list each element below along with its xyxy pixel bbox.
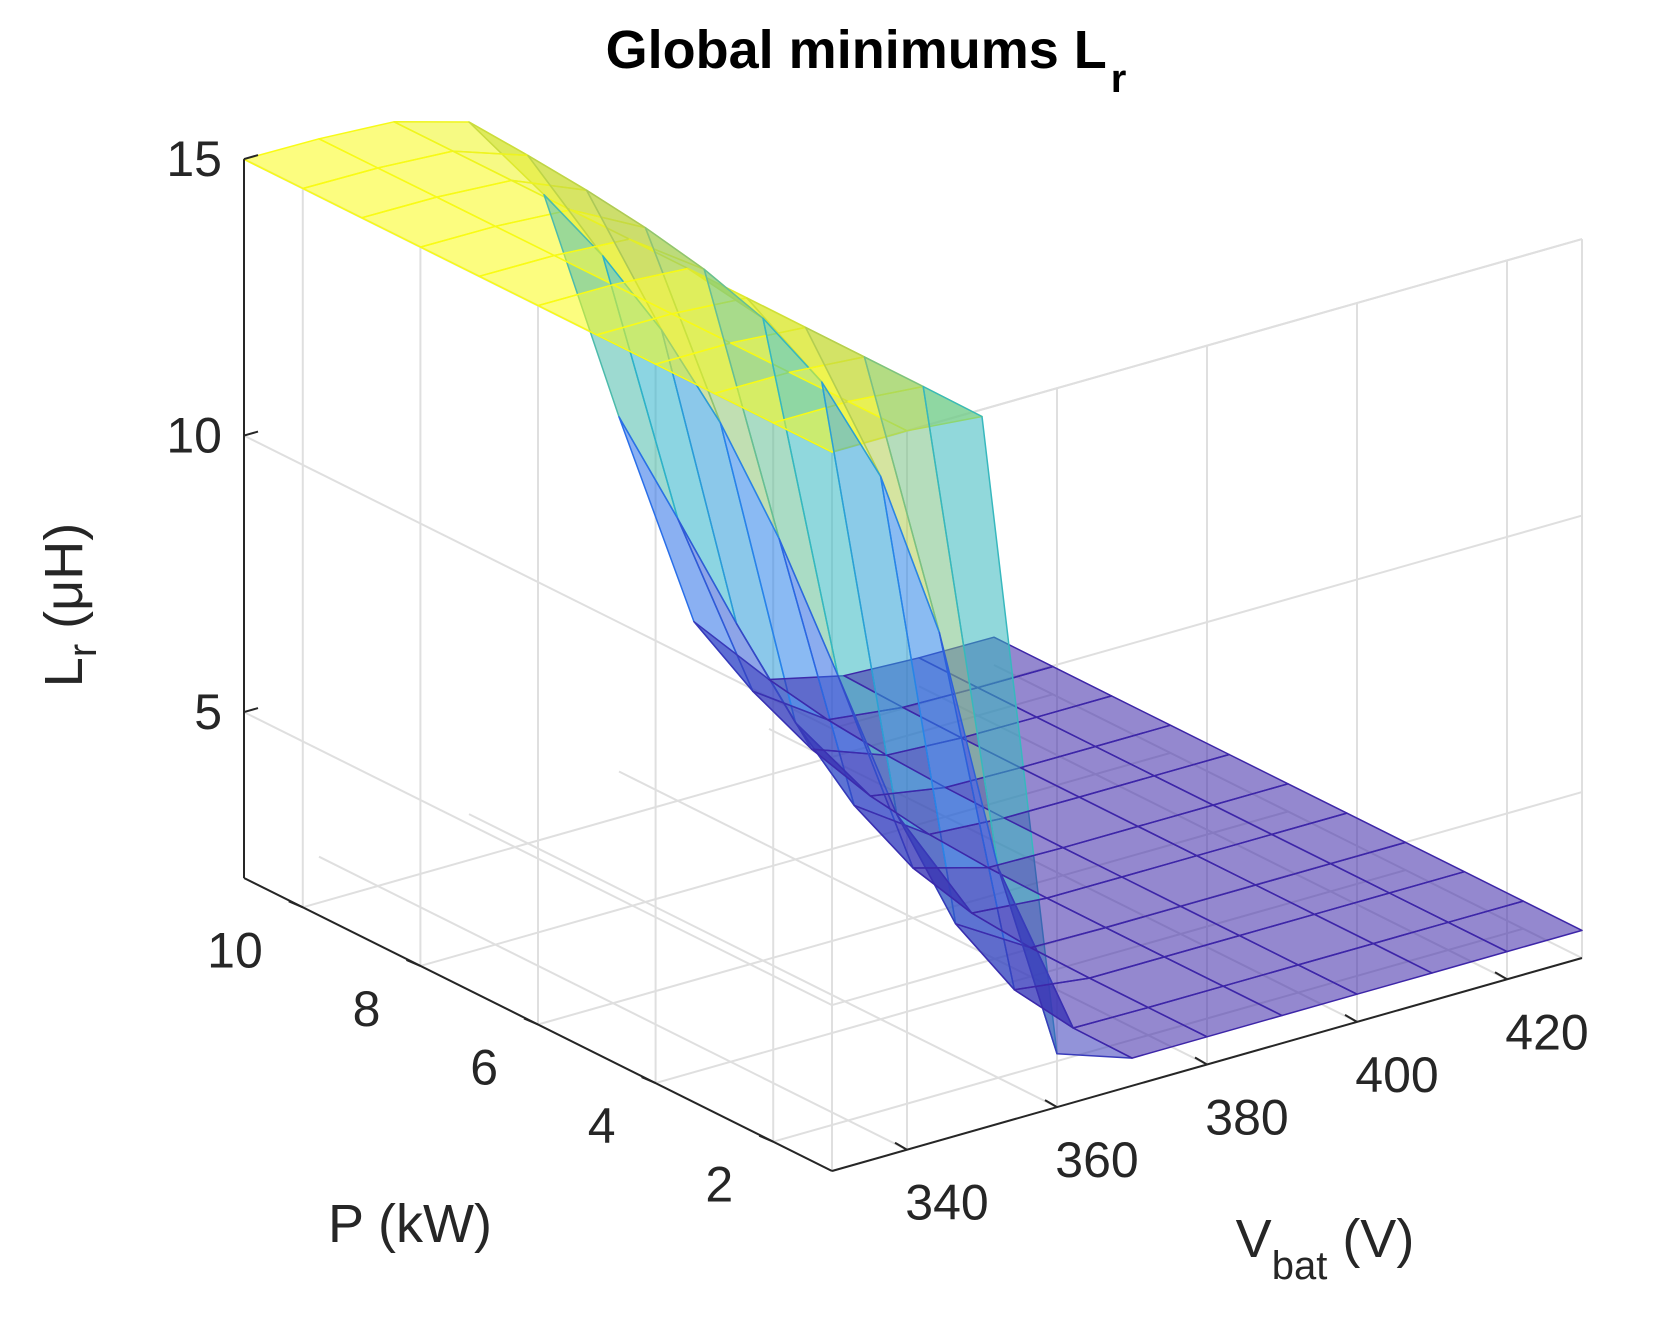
x-tick xyxy=(641,1076,656,1085)
z-tick-label: 5 xyxy=(194,684,222,740)
y-tick-label: 340 xyxy=(905,1175,988,1231)
y-tick-label: 360 xyxy=(1055,1132,1138,1188)
x-tick xyxy=(758,1134,774,1143)
x-tick-label: 2 xyxy=(705,1157,733,1213)
axes: 5 10 15 2 4 6 8 10 340 360 380 400 420 xyxy=(166,131,1588,1231)
x-tick-label: 10 xyxy=(207,922,263,978)
y-axis-label: Vbat (V) xyxy=(1236,1209,1415,1288)
z-tick-label: 10 xyxy=(166,408,222,464)
z-tick xyxy=(243,154,259,161)
y-tick xyxy=(1044,1099,1058,1108)
z-tick xyxy=(243,430,259,437)
x-tick xyxy=(523,1017,539,1026)
x-axis-label: P (kW) xyxy=(328,1194,492,1254)
z-tick-label: 15 xyxy=(166,131,222,187)
y-tick xyxy=(1494,971,1508,981)
x-tick xyxy=(288,900,304,909)
y-tick xyxy=(1194,1056,1208,1066)
y-tick-label: 400 xyxy=(1355,1047,1438,1103)
y-tick-label: 420 xyxy=(1505,1004,1588,1060)
x-tick-label: 8 xyxy=(353,981,381,1037)
x-tick-label: 6 xyxy=(470,1040,498,1096)
grid-line xyxy=(468,813,1058,1108)
grid-line xyxy=(318,855,908,1151)
z-axis-label: Lr (μH) xyxy=(34,523,105,687)
y-tick xyxy=(894,1141,908,1151)
y-tick xyxy=(1344,1014,1358,1023)
z-tick xyxy=(243,707,259,714)
surface xyxy=(243,121,1583,1059)
surface-patch xyxy=(1447,900,1583,953)
x-tick-label: 4 xyxy=(588,1098,616,1154)
y-tick-label: 380 xyxy=(1205,1090,1288,1146)
x-tick xyxy=(406,958,421,967)
